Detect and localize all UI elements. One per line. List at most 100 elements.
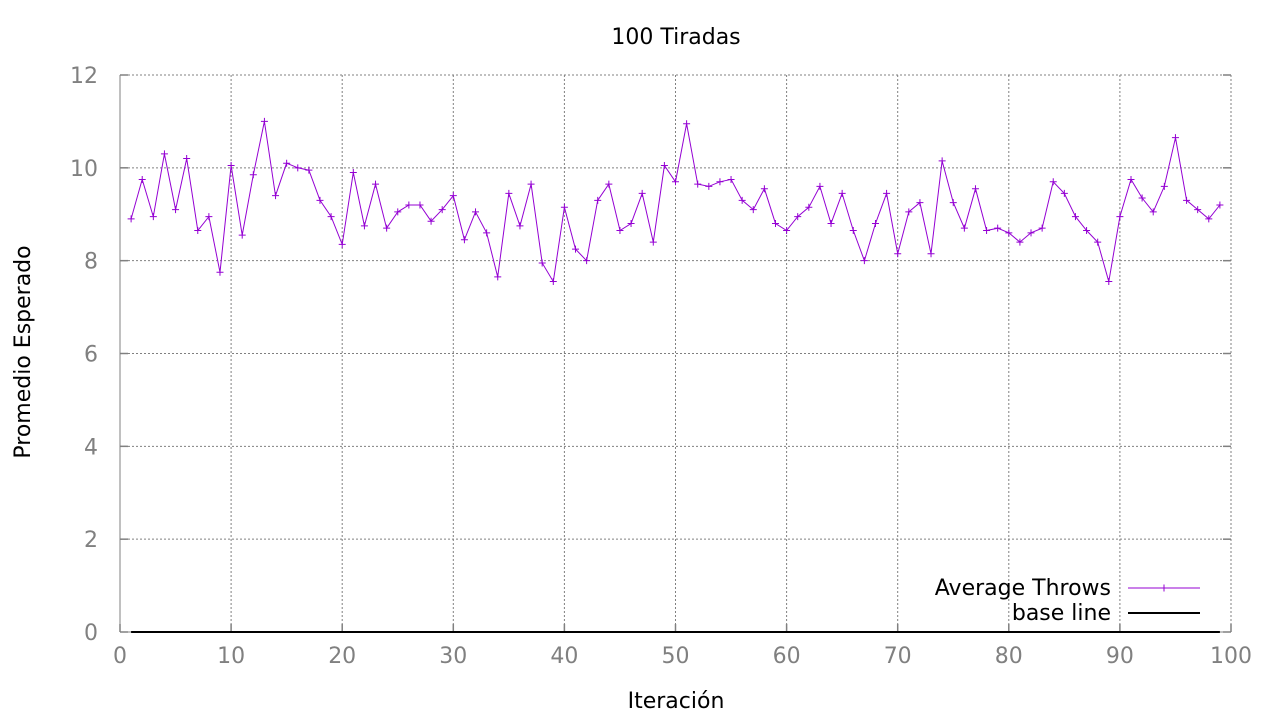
data-point [749,206,757,214]
data-point [505,189,513,197]
y-tick-label: 2 [84,528,98,553]
data-point [983,226,991,234]
data-point [1094,238,1102,246]
data-point [1038,224,1046,232]
data-point [238,231,246,239]
data-point [805,203,813,211]
y-tick-label: 4 [84,435,98,460]
data-point [294,164,302,172]
data-point [405,201,413,209]
data-point [460,236,468,244]
x-tick-label: 70 [884,644,912,669]
data-point [249,171,257,179]
data-point [283,159,291,167]
x-tick-label: 80 [995,644,1023,669]
data-point [816,182,824,190]
data-point [794,213,802,221]
data-point [594,196,602,204]
data-point [194,226,202,234]
data-point [605,180,613,188]
data-point [705,182,713,190]
data-point [583,257,591,265]
data-point [1060,189,1068,197]
data-point [272,192,280,200]
data-point [438,206,446,214]
data-point [760,185,768,193]
legend-label: Average Throws [935,576,1111,601]
data-point [1149,208,1157,216]
tick-labels: 0 10 20 30 40 50 60 70 80 90 100 0 2 4 6 8 10 12 [70,64,1252,669]
data-point [260,117,268,125]
data-point [949,199,957,207]
data-point [827,220,835,228]
data-point [327,213,335,221]
data-point [849,226,857,234]
y-tick-label: 8 [84,250,98,275]
legend-label: base line [1012,601,1111,626]
data-point [738,196,746,204]
x-tick-label: 20 [328,644,356,669]
data-point [638,189,646,197]
data-point [1071,213,1079,221]
y-tick-label: 0 [84,621,98,646]
data-point [960,224,968,232]
data-point [716,178,724,186]
data-point [1005,229,1013,237]
y-tick-label: 12 [70,64,98,89]
x-tick-label: 0 [113,644,127,669]
data-point [994,224,1002,232]
data-point [694,180,702,188]
legend-marker [1160,584,1168,592]
data-point [771,220,779,228]
x-tick-label: 40 [550,644,578,669]
x-tick-label: 90 [1106,644,1134,669]
data-point [349,168,357,176]
data-point [360,222,368,230]
data-point [1138,194,1146,202]
y-tick-label: 6 [84,343,98,368]
data-point [549,278,557,286]
data-point [938,157,946,165]
data-point [1216,201,1224,209]
x-tick-label: 100 [1210,644,1252,669]
x-axis-label: Iteración [628,689,725,714]
data-point [883,189,891,197]
data-point [572,245,580,253]
data-point [149,213,157,221]
data-point [894,250,902,258]
data-point [838,189,846,197]
data-point [1160,182,1168,190]
data-point [1116,213,1124,221]
grid [120,74,1231,632]
data-point [338,240,346,248]
data-point [1183,196,1191,204]
data-point [449,192,457,200]
data-point [160,150,168,158]
y-axis-label: Promedio Esperado [11,245,36,458]
data-point [516,222,524,230]
series-line-0 [130,121,1221,284]
data-point [1171,134,1179,142]
x-tick-label: 30 [439,644,467,669]
y-tick-label: 10 [70,157,98,182]
data-point [427,217,435,225]
data-point [305,166,313,174]
data-point [383,224,391,232]
data-point [538,259,546,267]
data-point [616,226,624,234]
data-point [971,185,979,193]
data-point [871,220,879,228]
chart-title: 100 Tiradas [611,25,740,50]
data-point [316,196,324,204]
data-point [560,203,568,211]
x-tick-label: 50 [662,644,690,669]
data-point [1127,175,1135,183]
data-point [472,208,480,216]
data-point [216,268,224,276]
data-point [916,199,924,207]
x-tick-label: 10 [217,644,245,669]
data-point [683,120,691,128]
